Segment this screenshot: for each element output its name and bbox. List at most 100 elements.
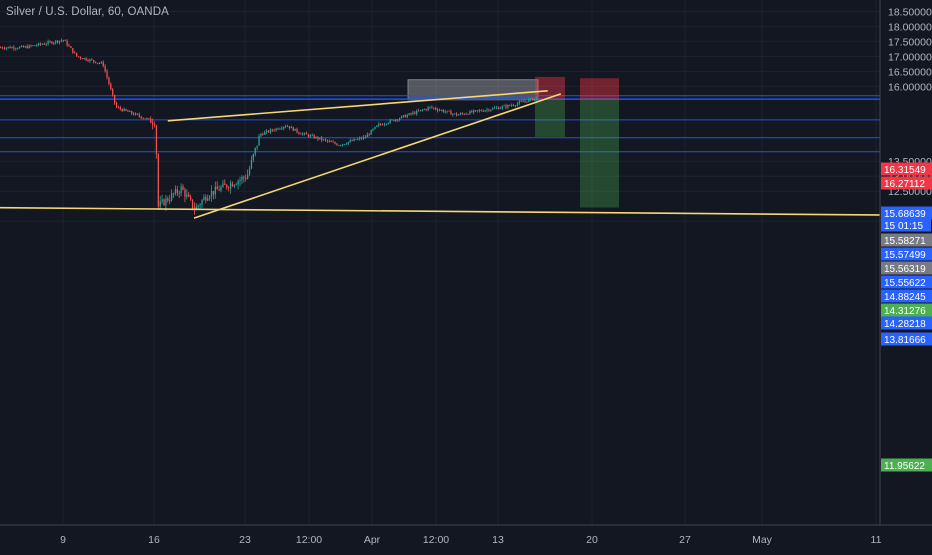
candle-body	[364, 136, 367, 138]
trendlines	[0, 90, 902, 219]
price-label-text: 15.57499	[884, 250, 926, 261]
candle	[51, 41, 53, 45]
candle-body	[47, 41, 49, 44]
candle	[60, 38, 63, 43]
candle-body	[330, 141, 332, 142]
candle-body	[117, 107, 120, 109]
candle	[402, 114, 405, 118]
candle	[509, 104, 511, 107]
candle-body	[347, 141, 349, 144]
candle	[389, 118, 391, 125]
candle-body	[362, 136, 365, 139]
candle	[397, 119, 399, 122]
candle	[155, 124, 158, 159]
candle-body	[79, 56, 82, 59]
candle-body	[266, 130, 268, 133]
candle-body	[96, 62, 99, 64]
candle-body	[507, 105, 509, 108]
candle	[72, 48, 74, 54]
candle-body	[414, 112, 416, 114]
candle-body	[231, 183, 234, 187]
candle-body	[429, 106, 431, 108]
candle	[469, 110, 471, 115]
candle	[459, 112, 462, 116]
candle	[414, 110, 416, 115]
candle	[330, 139, 332, 143]
candle-body	[178, 192, 180, 194]
candle	[167, 196, 169, 203]
candle	[228, 186, 230, 192]
candle	[478, 108, 481, 113]
candle	[298, 131, 300, 135]
candle-body	[30, 45, 32, 47]
candle	[399, 117, 401, 122]
price-label-bg	[881, 275, 932, 289]
candle	[309, 134, 311, 139]
candle-body	[195, 206, 197, 211]
candle	[157, 153, 159, 210]
candle-body	[387, 122, 389, 124]
price-label: 14.31276	[881, 303, 932, 317]
candle	[36, 43, 38, 47]
candle	[404, 114, 406, 118]
candle	[385, 123, 387, 126]
candle	[440, 109, 443, 112]
candle-body	[336, 143, 338, 146]
candle-body	[514, 105, 517, 107]
time-tick-label: 23	[239, 534, 251, 546]
price-label: 14.88245	[881, 289, 932, 303]
candle-body	[495, 107, 498, 109]
candle	[153, 121, 156, 128]
candle-body	[152, 122, 154, 125]
candle	[444, 109, 446, 114]
time-tick-label: 13	[492, 534, 504, 546]
candle	[302, 132, 304, 136]
candle	[482, 109, 484, 112]
candle-body	[191, 199, 194, 208]
candle-body	[26, 46, 28, 49]
candle-body	[153, 124, 156, 126]
candle-body	[334, 142, 336, 144]
candle	[503, 104, 505, 107]
candle	[353, 138, 355, 142]
candle-body	[416, 110, 418, 114]
candle	[89, 58, 91, 64]
candle	[245, 174, 247, 182]
candle-body	[351, 140, 353, 142]
candle-body	[497, 107, 500, 110]
candle	[286, 124, 289, 128]
stop-zone	[580, 78, 619, 100]
price-label-bg	[881, 206, 932, 220]
price-label-text: 14.28218	[884, 319, 926, 330]
candle	[9, 45, 11, 49]
candle-body	[383, 124, 386, 125]
candle	[117, 105, 120, 109]
candle-body	[150, 118, 152, 123]
candle-body	[226, 184, 228, 188]
candle-body	[321, 137, 323, 141]
candle	[62, 39, 64, 43]
candle	[68, 43, 70, 47]
candle-body	[182, 186, 184, 190]
candle-body	[359, 137, 361, 139]
candle-body	[300, 133, 302, 135]
candle	[186, 189, 188, 200]
candle-body	[476, 110, 479, 112]
candle-body	[323, 139, 325, 141]
candle	[53, 41, 55, 45]
time-tick-label: 16	[148, 534, 160, 546]
candle	[273, 128, 275, 132]
candle	[357, 137, 359, 141]
candle	[102, 60, 104, 68]
candle-body	[136, 113, 139, 115]
candle-body	[98, 62, 101, 64]
price-label-bg	[881, 162, 932, 176]
time-tick-label: May	[752, 534, 773, 546]
candle	[288, 126, 291, 130]
candle-body	[119, 107, 121, 110]
candle	[231, 181, 234, 187]
candle	[324, 138, 327, 142]
candle-body	[41, 44, 44, 45]
